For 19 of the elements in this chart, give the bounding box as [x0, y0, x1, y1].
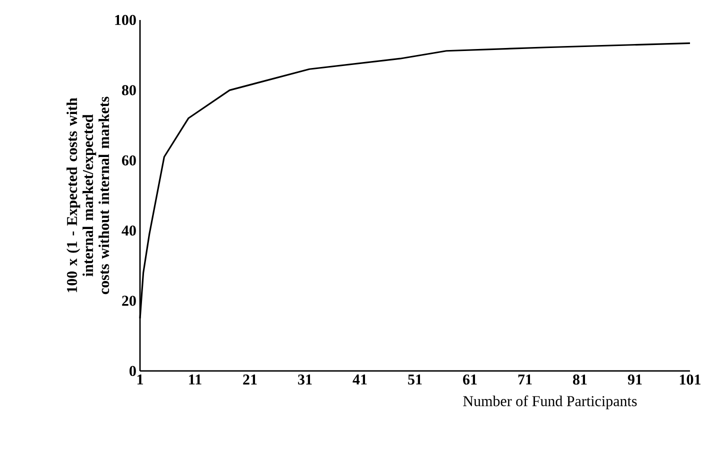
- x-tick-label: 81: [573, 374, 587, 385]
- x-tick-label: 31: [298, 374, 312, 385]
- y-tick-label: 80: [122, 85, 136, 96]
- x-tick-label: 11: [189, 374, 202, 384]
- y-tick-label: 100: [115, 14, 136, 26]
- x-tick-label: 101: [680, 374, 700, 385]
- x-axis-title: Number of Fund Participants: [463, 396, 637, 410]
- y-tick-label: 20: [122, 296, 136, 306]
- y-tick-label: 60: [122, 155, 136, 166]
- x-tick-label: 1: [137, 374, 143, 384]
- y-axis-title: 100 x (1 - Expected costs with internal market/expected costs without internal markets: [66, 96, 110, 294]
- x-tick-label: 61: [463, 374, 477, 385]
- y-tick-label: 40: [122, 226, 136, 236]
- x-tick-label: 71: [518, 374, 532, 384]
- x-tick-label: 21: [243, 374, 257, 384]
- x-tick-label: 91: [628, 374, 642, 385]
- x-tick-label: 51: [408, 374, 422, 385]
- y-tick-label: 0: [130, 366, 136, 376]
- x-tick-label: 41: [352, 374, 367, 384]
